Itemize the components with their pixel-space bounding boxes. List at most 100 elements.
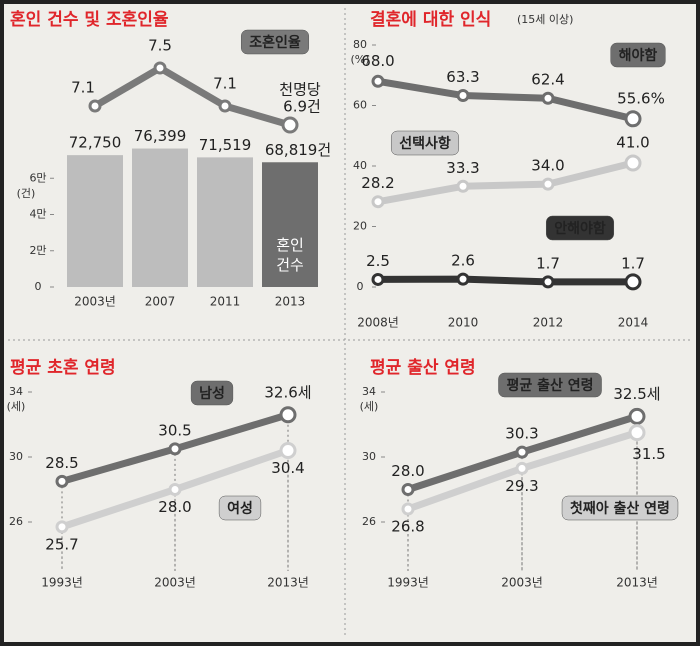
point — [371, 74, 385, 88]
x-tick-label: 2014 — [618, 316, 649, 330]
value-label: 31.5 — [632, 445, 665, 463]
legend-label-box — [561, 495, 679, 521]
value-label: 2.5 — [366, 252, 390, 270]
x-tick-label: 2013년 — [616, 576, 658, 590]
x-tick-label: 2003년 — [501, 576, 543, 590]
point — [628, 424, 646, 442]
x-tick-label: 2011 — [210, 295, 241, 309]
legend-label-box — [545, 215, 615, 241]
value-label: 6.9건 — [283, 98, 321, 116]
value-label: 29.3 — [505, 477, 538, 495]
value-label: 26.8 — [391, 518, 424, 536]
value-label: 28.2 — [361, 174, 394, 192]
point — [168, 483, 182, 496]
x-tick-label: 2012 — [533, 316, 564, 330]
value-label: 68,819건 — [265, 141, 331, 159]
point — [281, 116, 299, 134]
value-label: 76,399 — [134, 127, 187, 145]
value-label: 28.0 — [158, 498, 191, 516]
value-label: 25.7 — [45, 535, 78, 553]
point — [371, 272, 385, 286]
line — [377, 77, 634, 123]
point — [153, 61, 167, 75]
y-tick-label: 60 — [353, 99, 367, 112]
point — [168, 442, 182, 456]
bar — [132, 148, 188, 287]
x-tick-label: 1993년 — [387, 576, 429, 590]
point — [55, 520, 69, 534]
value-label: 1.7 — [536, 254, 560, 272]
legend-label: 여성 — [227, 500, 253, 517]
legend-label-box — [190, 380, 234, 406]
point — [515, 461, 529, 475]
chart-title: 평균 초혼 연령 — [10, 357, 116, 378]
x-tick-label: 2007 — [145, 295, 176, 309]
legend-label-box — [498, 372, 602, 398]
value-label: 2.6 — [451, 252, 475, 270]
x-tick-label: 2003년 — [74, 295, 116, 309]
value-label: 71,519 — [199, 136, 252, 154]
point — [279, 442, 297, 459]
point — [624, 154, 642, 172]
annotation: 천명당 — [279, 81, 321, 99]
y-tick-label: 30 — [9, 450, 23, 463]
x-tick-label: 2010 — [448, 316, 479, 330]
value-label: 28.5 — [45, 454, 78, 472]
legend-label-box — [240, 29, 310, 55]
point — [628, 407, 646, 425]
y-tick-label: 0 — [35, 280, 42, 293]
y-unit: (세) — [360, 400, 379, 413]
point — [218, 99, 232, 113]
value-label: 32.6세 — [264, 383, 311, 401]
value-label: 7.1 — [213, 75, 237, 93]
legend-label: 남성 — [199, 385, 225, 402]
y-unit: (건) — [17, 187, 36, 200]
y-tick-label: 26 — [9, 515, 23, 528]
value-label: 32.5세 — [613, 385, 660, 403]
value-label: 34.0 — [531, 157, 564, 175]
y-tick-label: 34 — [362, 385, 376, 398]
legend-label: 첫째아 출산 연령 — [570, 500, 670, 517]
point — [541, 177, 555, 191]
y-tick-label: 20 — [353, 220, 367, 233]
point — [88, 99, 102, 113]
x-tick-label: 2008년 — [357, 316, 399, 330]
value-label: 30.5 — [158, 421, 191, 439]
value-label: 55.6% — [617, 89, 665, 107]
value-label: 7.5 — [148, 37, 172, 55]
y-tick-label: 34 — [9, 385, 23, 398]
x-tick-label: 2013년 — [267, 576, 309, 590]
bar — [262, 162, 318, 287]
line — [93, 64, 291, 129]
y-unit: (세) — [7, 400, 26, 413]
value-label: 68.0 — [361, 52, 394, 70]
legend-label: 해야함 — [619, 47, 658, 64]
point — [515, 445, 529, 459]
point — [541, 91, 555, 105]
y-tick-label: 40 — [353, 159, 367, 172]
legend-label-box — [218, 495, 262, 521]
point — [456, 272, 470, 286]
point — [624, 273, 642, 291]
legend-label: 혼인 건수 — [276, 236, 304, 274]
value-label: 28.0 — [391, 462, 424, 480]
point — [401, 502, 415, 516]
legend-label: 안해야함 — [554, 220, 606, 237]
legend-label-box — [610, 42, 666, 68]
value-label: 41.0 — [616, 133, 649, 151]
chart-title: 혼인 건수 및 조혼인율 — [10, 9, 169, 30]
x-tick-label: 2003년 — [154, 576, 196, 590]
bar — [197, 157, 253, 287]
line — [377, 275, 633, 286]
point — [371, 195, 385, 209]
value-label: 30.4 — [271, 459, 304, 477]
point — [456, 89, 470, 103]
point — [279, 406, 297, 424]
point — [456, 179, 470, 193]
legend-label: 선택사항 — [399, 135, 451, 152]
y-tick-label: 0 — [357, 280, 364, 293]
legend-label: 조혼인율 — [249, 34, 301, 51]
value-label: 63.3 — [446, 68, 479, 86]
point — [624, 110, 642, 128]
